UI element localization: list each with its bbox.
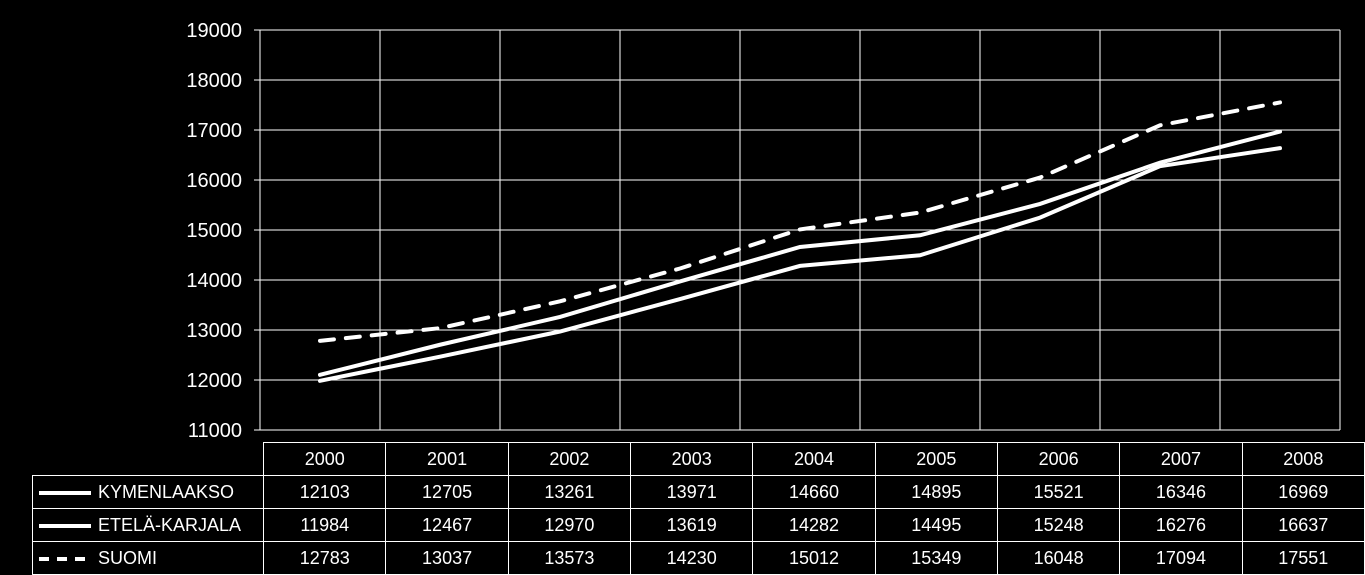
line-chart: 11000 12000 13000 14000 15000 16000 17000 18000… [0,0,1365,442]
year-header: 2004 [753,443,875,476]
table-row: KYMENLAAKSO 12103127051326113971146601489… [33,476,1365,509]
data-cell: 12783 [264,542,386,575]
year-header: 2008 [1242,443,1364,476]
data-table: 200020012002200320042005200620072008 KYM… [32,442,1365,575]
y-tick-label: 12000 [186,370,242,392]
data-cell: 14230 [631,542,753,575]
data-cell: 12467 [386,509,508,542]
data-cell: 13971 [631,476,753,509]
y-tick-label: 19000 [186,20,242,42]
data-cell: 12970 [508,509,630,542]
data-cell: 14895 [875,476,997,509]
legend-cell: ETELÄ-KARJALA [33,509,264,542]
table-row: ETELÄ-KARJALA 119841246712970136191428214… [33,509,1365,542]
data-cell: 12705 [386,476,508,509]
y-tick-label: 13000 [186,320,242,342]
year-header: 2000 [264,443,386,476]
data-cell: 15521 [997,476,1119,509]
data-cell: 11984 [264,509,386,542]
year-header: 2001 [386,443,508,476]
y-tick-label: 11000 [188,420,242,442]
y-tick-label: 15000 [186,220,242,242]
series-name: KYMENLAAKSO [98,482,234,502]
data-cell: 13037 [386,542,508,575]
data-cell: 17551 [1242,542,1364,575]
y-tick-label: 17000 [186,120,242,142]
year-header: 2003 [631,443,753,476]
series-name: ETELÄ-KARJALA [98,515,241,535]
data-cell: 13573 [508,542,630,575]
data-cell: 15248 [997,509,1119,542]
data-cell: 16048 [997,542,1119,575]
data-cell: 14495 [875,509,997,542]
data-cell: 15012 [753,542,875,575]
data-cell: 15349 [875,542,997,575]
data-cell: 16637 [1242,509,1364,542]
legend-cell: KYMENLAAKSO [33,476,264,509]
data-cell: 16276 [1120,509,1242,542]
year-header: 2007 [1120,443,1242,476]
year-header: 2006 [997,443,1119,476]
table-row: SUOMI 12783130371357314230150121534916048… [33,542,1365,575]
y-tick-label: 16000 [186,170,242,192]
data-cell: 17094 [1120,542,1242,575]
data-cell: 16969 [1242,476,1364,509]
legend-cell: SUOMI [33,542,264,575]
y-tick-label: 18000 [186,70,242,92]
year-header: 2002 [508,443,630,476]
year-header: 2005 [875,443,997,476]
data-cell: 16346 [1120,476,1242,509]
data-cell: 13261 [508,476,630,509]
data-cell: 13619 [631,509,753,542]
data-cell: 14660 [753,476,875,509]
data-cell: 14282 [753,509,875,542]
data-cell: 12103 [264,476,386,509]
y-tick-label: 14000 [186,270,242,292]
series-name: SUOMI [98,548,157,568]
